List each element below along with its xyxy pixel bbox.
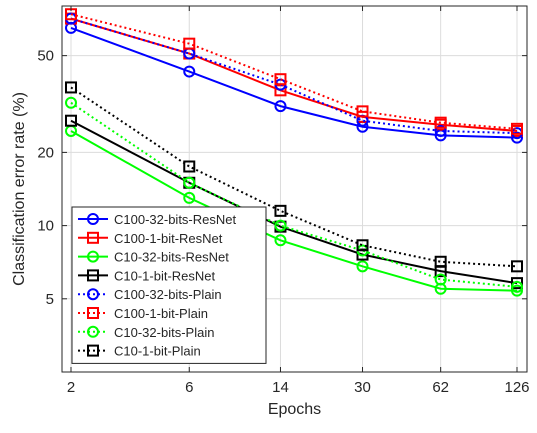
data-point-circle [87,213,99,225]
data-point-square [434,116,447,129]
x-tick-label: 14 [272,379,289,396]
data-point-square [65,81,77,94]
series-line [70,130,518,292]
x-tick-label: 6 [185,379,193,396]
legend-item: C100-1-bit-ResNet [78,231,223,246]
data-point-circle [183,191,196,204]
data-point-square [87,269,99,282]
series-3 [65,124,523,297]
x-axis: 2 6 14 30 62 126 [67,6,530,396]
data-point-square [356,105,369,118]
legend-item: C10-1-bit-Plain [78,344,201,359]
data-point-square [511,260,523,273]
legend-label: C100-1-bit-ResNet [114,231,223,246]
legend-item: C100-32-bits-ResNet [78,212,236,227]
series-layer [65,8,523,297]
y-tick-label: 50 [37,48,54,65]
legend-label: C100-1-bit-Plain [114,306,208,321]
legend-item: C10-32-bits-Plain [78,325,214,340]
data-point-square [183,160,196,173]
y-axis: 5 10 20 50 [37,48,527,308]
y-tick-label: 10 [37,218,54,235]
x-tick-label: 30 [354,379,371,396]
data-point-circle [87,250,99,263]
data-point-square [87,344,99,357]
series-line [70,119,518,285]
series-line [70,13,518,130]
data-point-square [511,277,523,290]
data-point-square [274,84,287,97]
series-6 [65,8,523,135]
data-point-circle [183,176,196,189]
x-tick-label: 2 [67,379,75,396]
series-8 [65,81,523,273]
series-7 [65,96,523,293]
series-1 [65,21,523,144]
data-point-circle [274,234,287,247]
data-point-circle [274,100,287,113]
data-point-square [87,231,99,244]
data-point-circle [87,288,99,301]
y-axis-title: Classification error rate (%) [11,92,28,286]
legend-label: C10-1-bit-ResNet [114,268,216,283]
data-point-circle [274,219,287,232]
legend-label: C10-32-bits-Plain [114,325,214,340]
data-point-circle [434,124,447,137]
data-point-circle [356,260,369,273]
series-line [70,86,518,268]
legend-label: C10-1-bit-Plain [114,344,201,359]
legend: C100-32-bits-ResNet C100-1-bit-ResNet C10-… [71,206,267,364]
data-point-square [434,255,447,268]
data-point-square [274,73,287,86]
x-tick-label: 126 [504,379,529,396]
legend-item: C100-32-bits-Plain [78,287,222,302]
y-tick-label: 20 [37,144,54,161]
data-point-circle [434,273,447,286]
series-line [70,101,518,288]
data-point-square [87,307,99,319]
y-tick-label: 5 [46,291,54,308]
x-axis-title: Epochs [268,401,321,418]
legend-box [71,206,267,364]
data-point-circle [511,284,523,297]
series-2 [65,12,523,137]
legend-item: C10-1-bit-ResNet [78,268,216,283]
data-point-square [274,204,287,217]
series-line [70,17,518,135]
plot-frame [61,5,528,373]
data-point-circle [87,325,99,338]
legend-label: C10-32-bits-ResNet [114,250,229,265]
data-point-square [511,122,523,135]
data-point-square [356,239,369,252]
series-5 [65,12,523,140]
series-line [70,26,518,139]
series-line [70,17,518,132]
data-point-square [183,37,196,50]
data-point-square [65,114,77,127]
data-point-circle [65,96,77,109]
data-point-circle [511,280,523,293]
data-point-circle [183,65,196,78]
legend-label: C100-32-bits-Plain [114,287,222,302]
legend-item: C100-1-bit-Plain [78,306,208,321]
x-tick-label: 62 [432,379,449,396]
legend-item: C10-32-bits-ResNet [78,250,229,265]
data-point-circle [511,131,523,144]
legend-label: C100-32-bits-ResNet [114,212,236,227]
